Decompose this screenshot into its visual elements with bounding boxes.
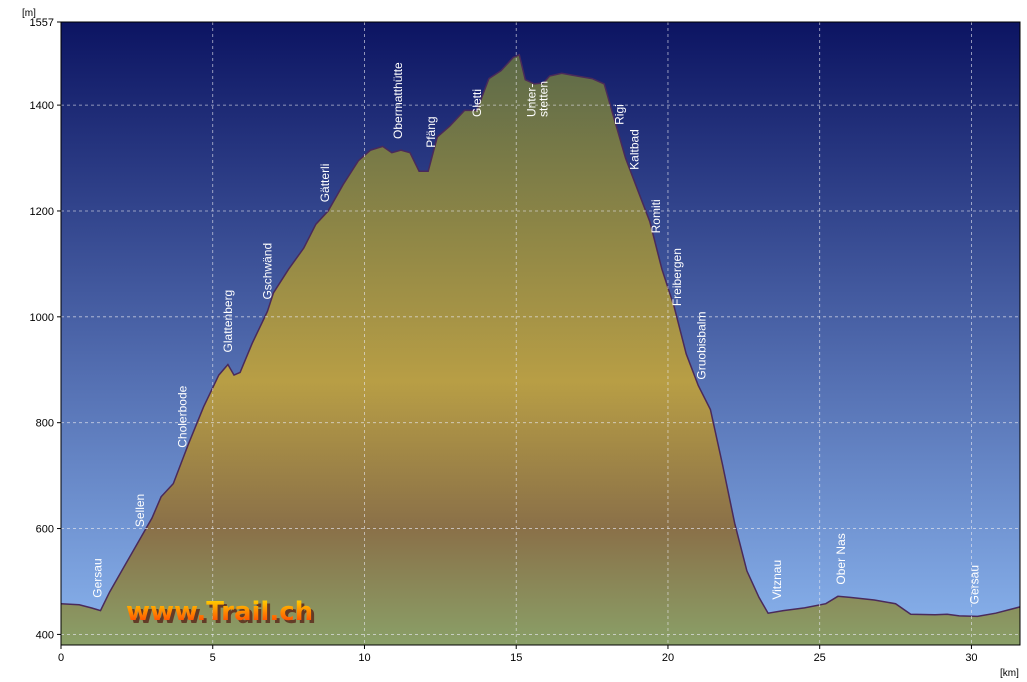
place-label: Gätterli — [318, 164, 332, 203]
place-label: Glattenberg — [221, 290, 235, 353]
x-tick-label: 25 — [814, 652, 826, 664]
place-label: Unter- — [524, 84, 538, 117]
y-tick-label: 800 — [36, 418, 54, 430]
x-unit-label: [km] — [1000, 668, 1019, 679]
place-label: Romiti — [649, 199, 663, 233]
x-tick-label: 0 — [58, 652, 64, 664]
place-label: Kaltbad — [628, 129, 642, 170]
elevation-line — [60, 53, 1021, 618]
place-label: Obermatthütte — [391, 62, 405, 139]
x-tick-label: 5 — [210, 652, 216, 664]
place-label: Rigi — [612, 104, 626, 125]
place-label: Gletti — [470, 89, 484, 117]
watermark-shadow: www.Trail.ch — [129, 600, 316, 630]
place-labels: Gersau Sellen Cholerbode Glattenberg Gschwän… — [90, 62, 981, 604]
place-label: Gersau — [967, 565, 981, 604]
watermark-logo: www.Trail.ch — [126, 597, 313, 627]
place-label: Freibergen — [670, 248, 684, 306]
x-tick-label: 15 — [510, 652, 522, 664]
place-label: Gruobisbalm — [694, 312, 708, 380]
y-tick-label: 1000 — [30, 312, 54, 324]
x-axis: 0 5 10 15 20 25 30 — [58, 645, 978, 664]
y-tick-label: 600 — [36, 524, 54, 536]
place-label: Ober Nas — [834, 533, 848, 584]
x-tick-label: 10 — [358, 652, 370, 664]
grid-lines — [61, 22, 1020, 645]
place-label: stetten — [537, 81, 551, 117]
elevation-area — [61, 54, 1020, 646]
y-tick-label: 1400 — [30, 100, 54, 112]
place-label: Sellen — [133, 494, 147, 527]
y-tick-label: 1557 — [30, 17, 54, 29]
x-tick-label: 30 — [965, 652, 977, 664]
place-label: Gersau — [90, 558, 104, 597]
y-unit-label: [m] — [22, 8, 36, 19]
y-tick-label: 1200 — [30, 206, 54, 218]
place-label: Gschwänd — [260, 243, 274, 300]
y-axis: 400 600 800 1000 1200 1400 1557 — [30, 17, 61, 641]
plot-frame — [60, 21, 1021, 646]
place-label: Vitznau — [770, 560, 784, 600]
place-label: Pfäng — [424, 116, 438, 147]
place-label: Cholerbode — [175, 385, 189, 447]
y-tick-label: 400 — [36, 629, 54, 641]
x-tick-label: 20 — [662, 652, 674, 664]
